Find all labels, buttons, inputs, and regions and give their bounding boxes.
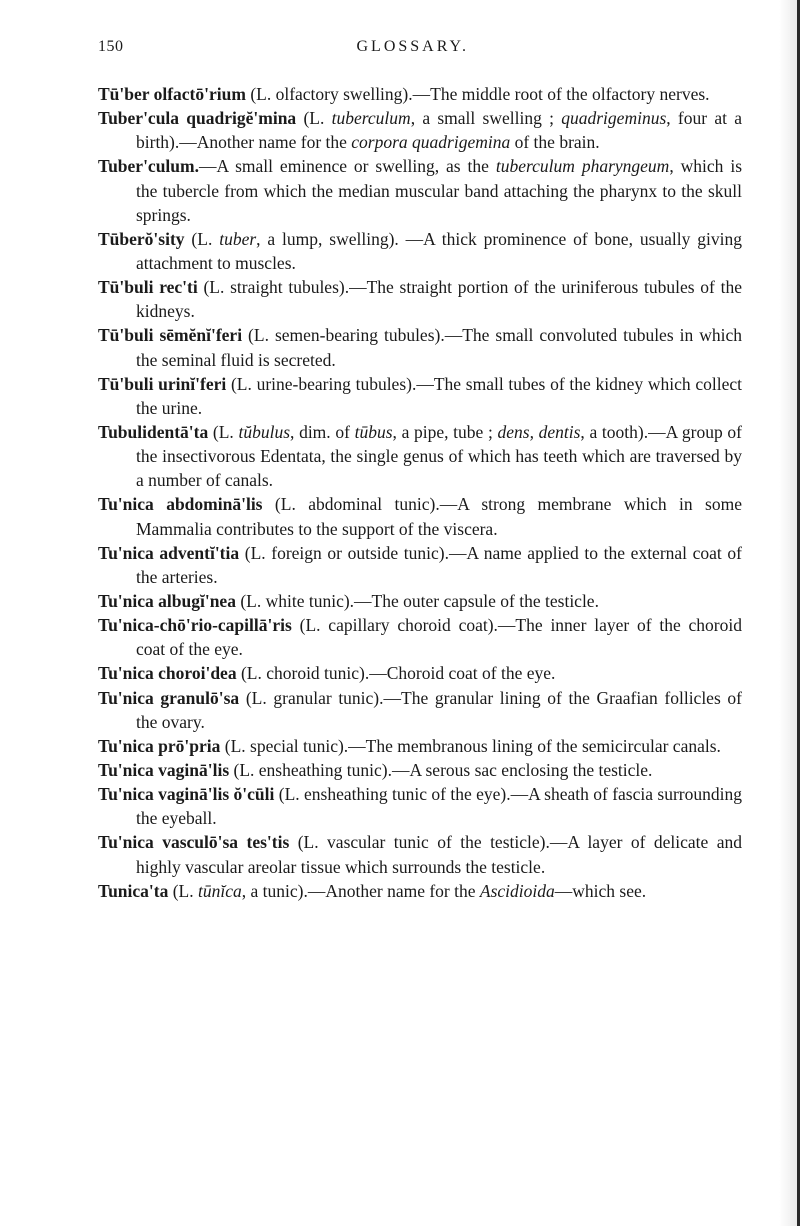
latin-term: tuberculum pharyngeum [496,156,669,176]
glossary-entry: Tu'nica adventĭ'tia (L. foreign or outsi… [98,541,742,589]
glossary-entry: Tu'nica vaginā'lis (L. ensheathing tunic… [98,758,742,782]
definition-part: (L. [296,108,331,128]
glossary-entry: Tū'buli rec'ti (L. straight tubules).—Th… [98,275,742,323]
glossary-entries: Tū'ber olfactō'rium (L. olfactory swelli… [98,82,742,903]
latin-term: tuberculum [332,108,411,128]
glossary-entry: Tu'nica vaginā'lis ŏ'cūli (L. ensheathin… [98,782,742,830]
page-shadow [779,0,797,1226]
glossary-entry: Tuber'cula quadrigĕ'mina (L. tuberculum,… [98,106,742,154]
term: Tuber'cula quadrigĕ'mina [98,108,296,128]
latin-term: tŭbulus [238,422,290,442]
definition-part: (L. [168,881,198,901]
definition-part: , a pipe, tube ; [393,422,498,442]
latin-term: corpora quadrigemina [351,132,510,152]
latin-term: quadrigeminus [561,108,666,128]
definition-part: , a tunic).—Another name for the [242,881,480,901]
glossary-page: 150 GLOSSARY. Tū'ber olfactō'rium (L. ol… [0,0,800,943]
term: Tu'nica-chō'rio-capillā'ris [98,615,292,635]
page-title: GLOSSARY. [84,38,743,56]
definition: (L. choroid tunic).—Choroid coat of the … [237,663,556,683]
glossary-entry: Tunica'ta (L. tūnĭca, a tunic).—Another … [98,879,742,903]
glossary-entry: Tu'nica albugĭ'nea (L. white tunic).—The… [98,589,742,613]
term: Tu'nica vasculō'sa tes'tis [98,832,289,852]
term: Tu'nica prō'pria [98,736,220,756]
term: Tū'ber olfactō'rium [98,84,246,104]
glossary-entry: Tū'buli urinĭ'feri (L. urine-bearing tub… [98,372,742,420]
definition-part: (L. [185,229,220,249]
glossary-entry: Tuber'culum.—A small eminence or swellin… [98,154,742,226]
term: Tunica'ta [98,881,168,901]
term: Tu'nica adventĭ'tia [98,543,239,563]
latin-term: dens, dentis [498,422,581,442]
glossary-entry: Tu'nica choroi'dea (L. choroid tunic).—C… [98,661,742,685]
definition-part: of the brain. [510,132,599,152]
glossary-entry: Tu'nica-chō'rio-capillā'ris (L. capillar… [98,613,742,661]
definition-part: (L. [208,422,238,442]
definition: (L. ensheathing tunic).—A serous sac enc… [229,760,652,780]
glossary-entry: Tū'ber olfactō'rium (L. olfactory swelli… [98,82,742,106]
term: Tu'nica granulō'sa [98,688,239,708]
latin-term: tūbus [355,422,393,442]
definition: (L. olfactory swelling).—The middle root… [246,84,710,104]
glossary-entry: Tu'nica prō'pria (L. special tunic).—The… [98,734,742,758]
term: Tū'buli sēmĕnĭ'feri [98,325,242,345]
definition-part: —A small eminence or swelling, as the [199,156,496,176]
term: Tu'nica abdominā'lis [98,494,263,514]
definition: (L. white tunic).—The outer capsule of t… [236,591,599,611]
glossary-entry: Tūberŏ'sity (L. tuber, a lump, swelling)… [98,227,742,275]
term: Tubulidentā'ta [98,422,208,442]
definition-part: , a small swelling ; [411,108,562,128]
latin-term: Ascidioida [480,881,555,901]
definition: (L. special tunic).—The membranous linin… [220,736,721,756]
term: Tu'nica vaginā'lis ŏ'cūli [98,784,274,804]
latin-term: tūnĭca [198,881,242,901]
definition: (L. urine-bearing tubules).—The small tu… [136,374,742,418]
term: Tūberŏ'sity [98,229,185,249]
glossary-entry: Tubulidentā'ta (L. tŭbulus, dim. of tūbu… [98,420,742,492]
glossary-entry: Tu'nica abdominā'lis (L. abdominal tunic… [98,492,742,540]
term: Tu'nica vaginā'lis [98,760,229,780]
definition-part: , dim. of [290,422,355,442]
term: Tū'buli urinĭ'feri [98,374,226,394]
term: Tuber'culum. [98,156,199,176]
glossary-entry: Tu'nica vasculō'sa tes'tis (L. vascular … [98,830,742,878]
glossary-entry: Tū'buli sēmĕnĭ'feri (L. semen-bearing tu… [98,323,742,371]
term: Tu'nica choroi'dea [98,663,237,683]
definition-part: —which see. [555,881,646,901]
term: Tu'nica albugĭ'nea [98,591,236,611]
page-header: 150 GLOSSARY. [98,38,742,56]
term: Tū'buli rec'ti [98,277,198,297]
latin-term: tuber [219,229,256,249]
definition: (L. straight tubules).—The straight port… [136,277,742,321]
glossary-entry: Tu'nica granulō'sa (L. granular tunic).—… [98,686,742,734]
